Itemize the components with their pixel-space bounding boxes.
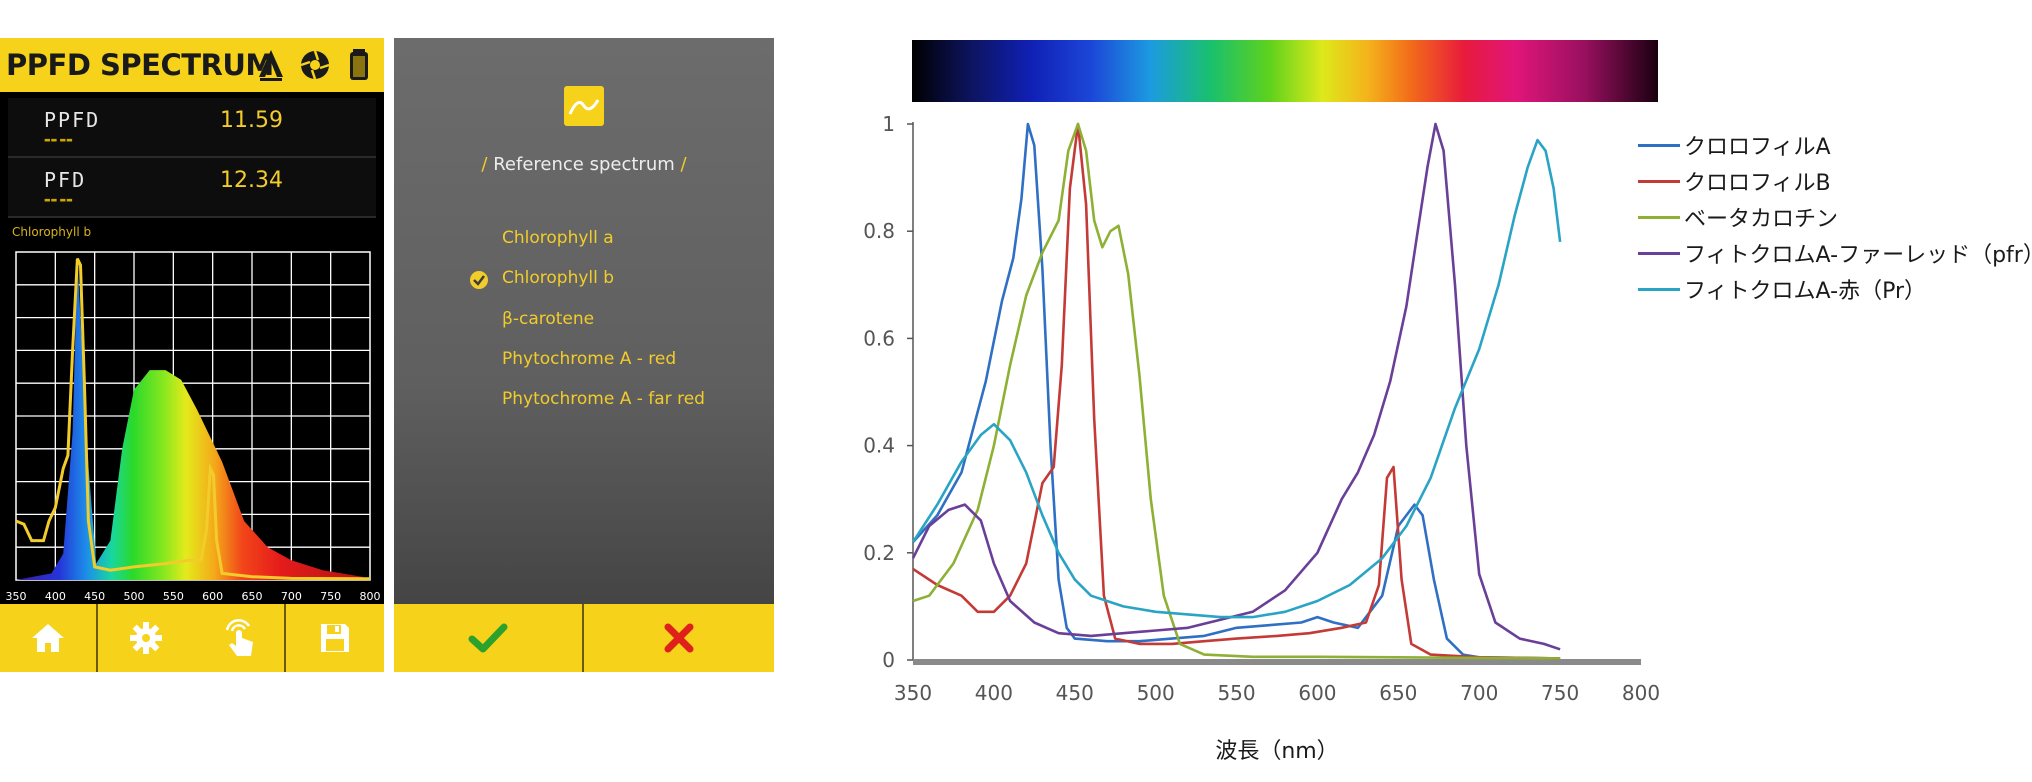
x-tick-label: 350 xyxy=(894,681,932,705)
x-tick-label: 750 xyxy=(1541,681,1579,705)
x-tick-label: 400 xyxy=(975,681,1013,705)
absorption-chart: 0 0.2 0.4 0.6 0.8 1 350 400 450 500 550 600 650 700 75… xyxy=(863,112,1660,764)
series-line-4 xyxy=(911,138,1562,619)
confirm-button[interactable] xyxy=(394,604,582,672)
title-slash: / xyxy=(680,154,687,175)
y-tick-label: 0.2 xyxy=(863,541,895,565)
x-axis-line xyxy=(913,659,1641,665)
legend-label: ベータカロチン xyxy=(1684,207,1839,232)
bottom-toolbar xyxy=(0,604,384,672)
selected-reference-label: Chlorophyll b xyxy=(12,225,92,239)
legend-label: フィトクロムA-赤（Pr） xyxy=(1684,279,1926,304)
option-chlorophyll-b[interactable]: Chlorophyll b xyxy=(502,268,615,288)
title-text: Reference spectrum xyxy=(493,154,675,175)
option-phytochrome-far-red[interactable]: Phytochrome A - far red xyxy=(502,389,705,409)
option-beta-carotene[interactable]: β-carotene xyxy=(502,309,595,329)
x-tick-label: 800 xyxy=(360,590,381,603)
legend-swatch xyxy=(1638,179,1680,183)
ppfd-value: 11.59 xyxy=(220,108,283,133)
x-tick-label: 650 xyxy=(1379,681,1417,705)
x-tick-label: 650 xyxy=(242,590,263,603)
close-icon xyxy=(664,623,694,653)
legend-item: クロロフィルA xyxy=(1638,128,1831,162)
x-tick-label: 550 xyxy=(1217,681,1255,705)
pfd-unit-icon: ▬▬ ▬▬ xyxy=(44,196,73,204)
pfd-value: 12.34 xyxy=(220,168,283,193)
y-tick-label: 0 xyxy=(882,648,895,672)
x-axis-label: 波長（nm） xyxy=(1215,739,1338,764)
toolbar-divider xyxy=(96,604,98,672)
ppfd-spectrum-screen: PPFD SPECTRUM PPFD ▬▬ ▬▬ 11.59 PFD ▬▬ ▬▬… xyxy=(0,38,384,672)
x-tick-label: 700 xyxy=(1460,681,1498,705)
triangle-a-icon[interactable] xyxy=(252,46,290,84)
legend-label: クロロフィルA xyxy=(1684,135,1831,160)
x-tick-label: 600 xyxy=(202,590,223,603)
chart-series xyxy=(911,122,1562,660)
title-slash: / xyxy=(481,154,488,175)
legend-item: フィトクロムA-ファーレッド（pfr） xyxy=(1638,236,2032,270)
save-icon xyxy=(321,624,349,652)
dialog-footer xyxy=(394,604,774,672)
footer-divider xyxy=(582,604,584,672)
option-phytochrome-red[interactable]: Phytochrome A - red xyxy=(502,349,677,369)
legend-swatch xyxy=(1638,215,1680,219)
x-tick-label: 400 xyxy=(45,590,66,603)
x-tick-label: 700 xyxy=(281,590,302,603)
y-tick-label: 0.6 xyxy=(863,326,895,350)
check-icon xyxy=(468,623,508,653)
legend-item: クロロフィルB xyxy=(1638,164,1831,198)
x-tick-label: 500 xyxy=(124,590,145,603)
legend-item: フィトクロムA-赤（Pr） xyxy=(1638,272,1926,306)
y-tick-label: 1 xyxy=(882,112,895,136)
app-header: PPFD SPECTRUM xyxy=(0,38,384,92)
x-tick-label: 800 xyxy=(1622,681,1660,705)
series-line-0 xyxy=(912,122,1561,660)
x-tick-label: 500 xyxy=(1137,681,1175,705)
app-title: PPFD SPECTRUM xyxy=(6,48,274,82)
chart-icon xyxy=(564,86,604,126)
ppfd-unit-icon: ▬▬ ▬▬ xyxy=(44,136,73,144)
x-axis-ticks: 350 400 450 500 550 600 650 700 750 800 xyxy=(6,590,381,603)
gear-icon xyxy=(130,622,162,654)
pfd-label: PFD xyxy=(44,168,87,192)
home-button[interactable] xyxy=(0,604,96,672)
touch-button[interactable] xyxy=(194,604,284,672)
home-icon xyxy=(32,624,64,652)
touch-icon xyxy=(225,619,253,656)
y-tick-label: 0.8 xyxy=(863,219,895,243)
x-tick-label: 750 xyxy=(320,590,341,603)
pfd-row: PFD ▬▬ ▬▬ 12.34 xyxy=(8,158,376,218)
x-tick-label: 450 xyxy=(1056,681,1094,705)
visible-spectrum-bar xyxy=(912,40,1658,102)
aperture-icon[interactable] xyxy=(296,46,334,84)
series-line-1 xyxy=(912,122,1561,660)
reference-spectrum-dialog: / Reference spectrum / Chlorophyll a Chl… xyxy=(394,38,774,672)
x-tick-label: 450 xyxy=(84,590,105,603)
legend-label: フィトクロムA-ファーレッド（pfr） xyxy=(1684,243,2032,268)
measured-spectrum-area xyxy=(16,258,370,580)
x-tick-label: 550 xyxy=(163,590,184,603)
reference-curve xyxy=(15,257,371,581)
ppfd-label: PPFD xyxy=(44,108,101,132)
settings-button[interactable] xyxy=(98,604,194,672)
cancel-button[interactable] xyxy=(584,604,774,672)
dialog-title: / Reference spectrum / xyxy=(394,154,774,175)
x-tick-label: 600 xyxy=(1298,681,1336,705)
battery-icon xyxy=(340,46,378,84)
selected-check-icon xyxy=(470,271,488,289)
legend-swatch xyxy=(1638,251,1680,255)
legend-item: ベータカロチン xyxy=(1638,200,1838,234)
save-button[interactable] xyxy=(286,604,384,672)
ppfd-row: PPFD ▬▬ ▬▬ 11.59 xyxy=(8,98,376,158)
series-line-2 xyxy=(912,122,1561,660)
option-chlorophyll-a[interactable]: Chlorophyll a xyxy=(502,228,614,248)
spectrum-graph: 350 400 450 500 550 600 650 700 750 800 xyxy=(6,251,381,603)
legend-swatch xyxy=(1638,287,1680,291)
toolbar-divider xyxy=(284,604,286,672)
legend-swatch xyxy=(1638,143,1680,147)
legend-label: クロロフィルB xyxy=(1684,171,1831,196)
chart-axes: 0 0.2 0.4 0.6 0.8 1 350 400 450 500 550 600 650 700 75… xyxy=(863,112,1660,705)
x-tick-label: 350 xyxy=(6,590,27,603)
y-tick-label: 0.4 xyxy=(863,434,895,458)
